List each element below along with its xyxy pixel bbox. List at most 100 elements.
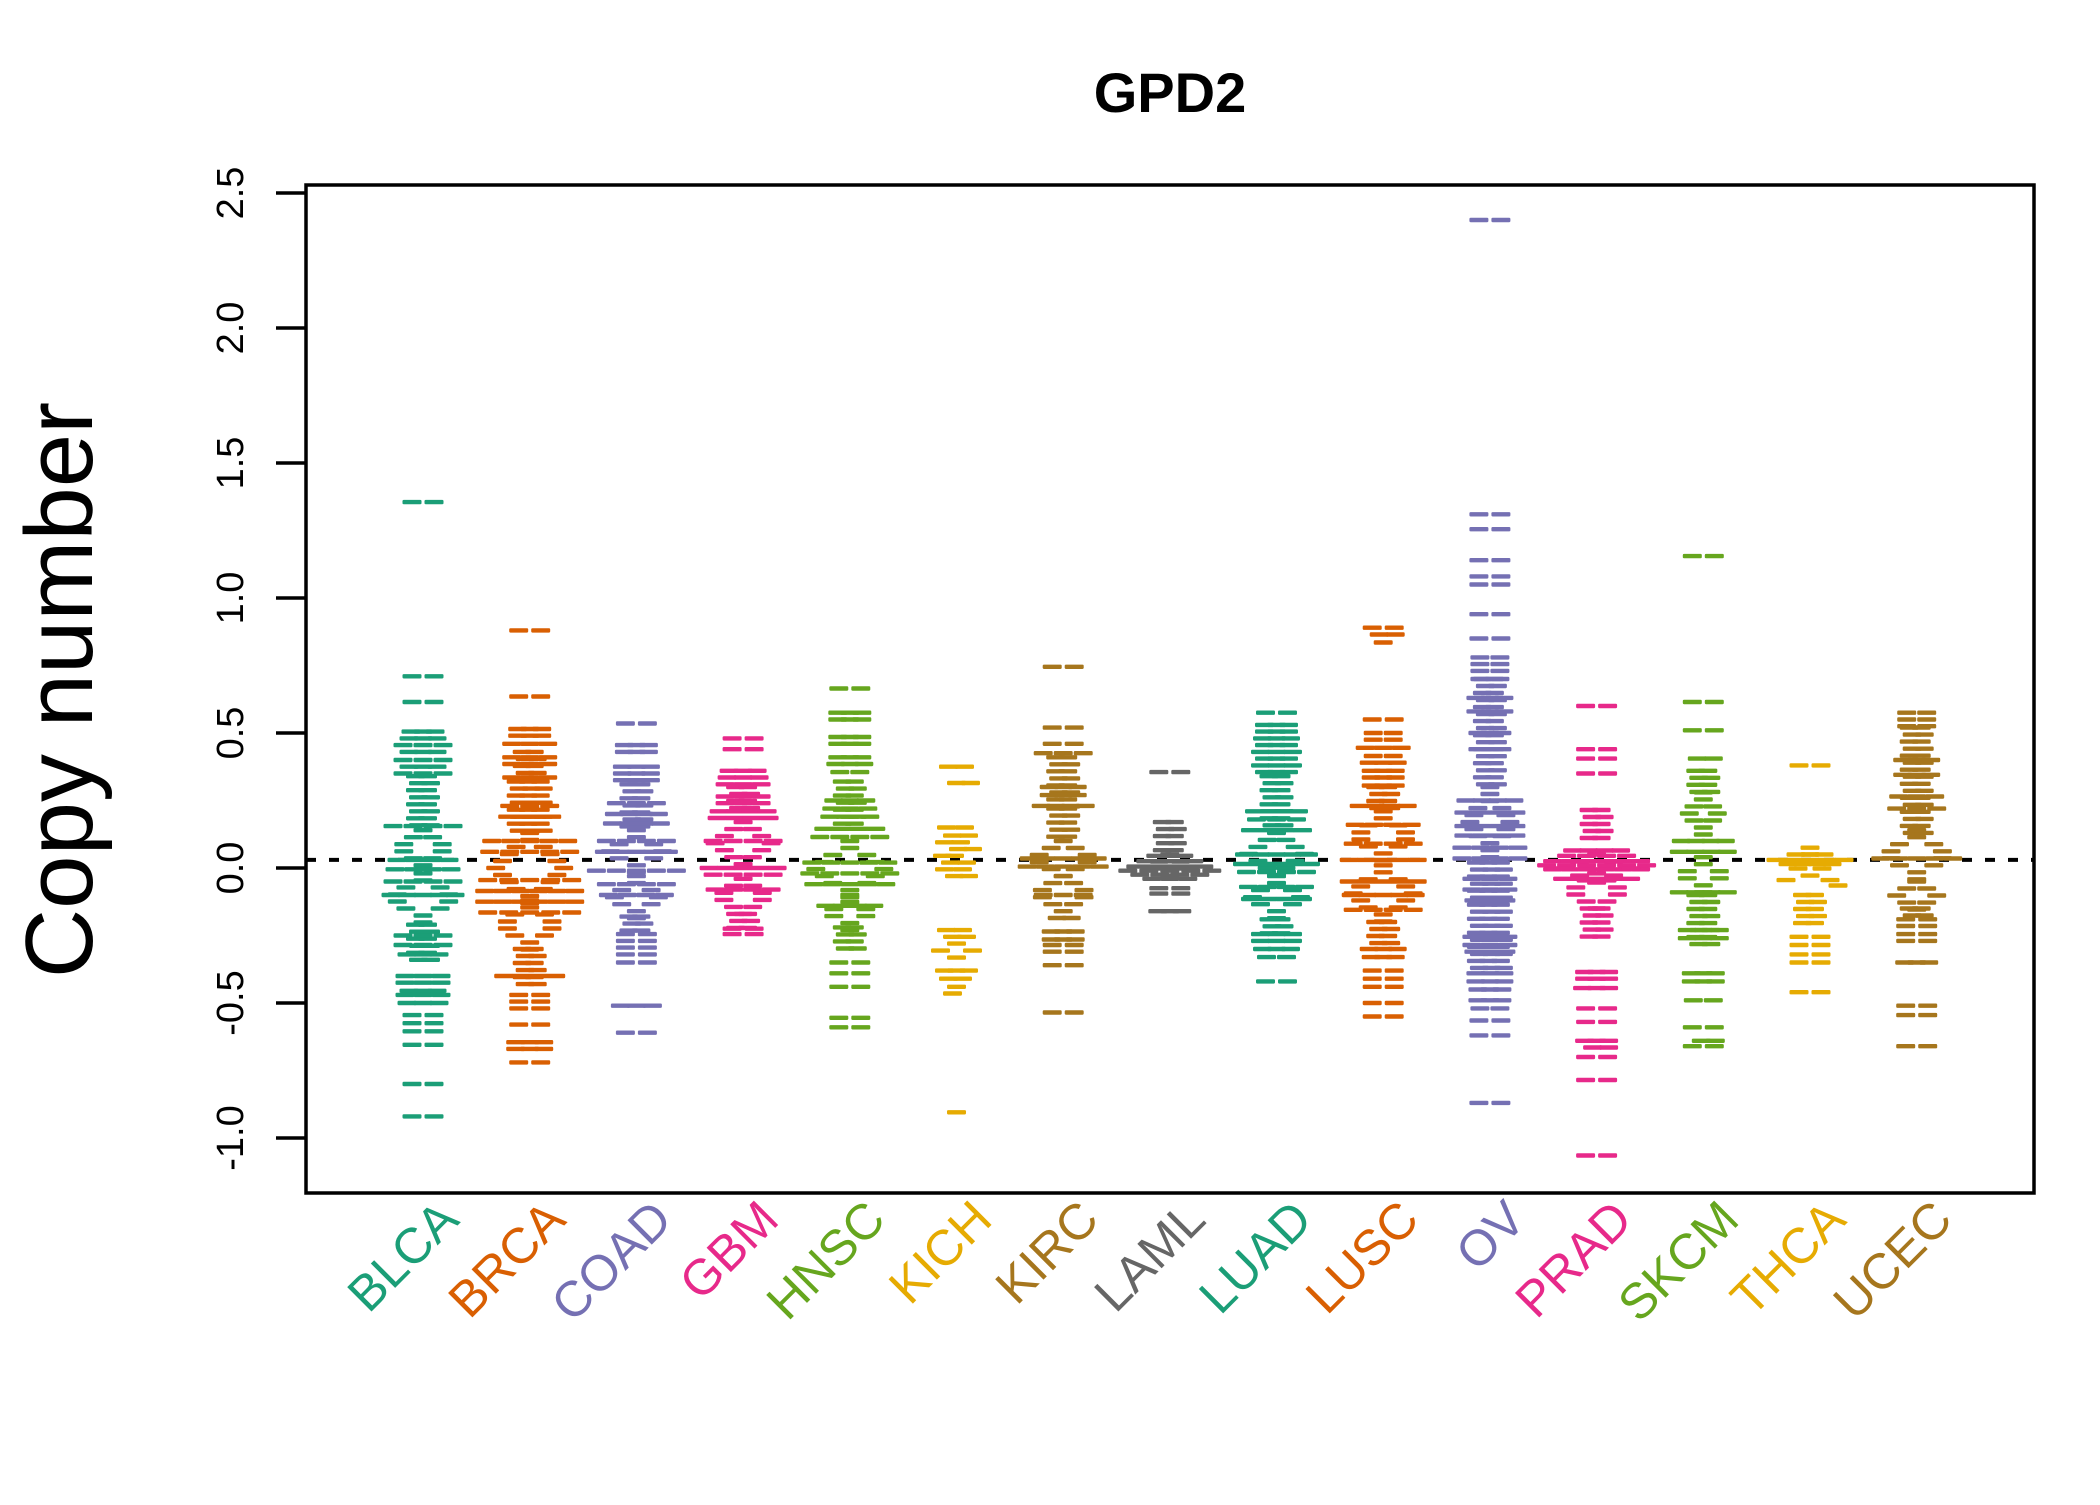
data-point-dash xyxy=(1698,892,1718,898)
data-point-dash xyxy=(1284,861,1303,867)
data-point-dash xyxy=(1454,833,1474,838)
data-point-dash xyxy=(860,814,880,819)
data-point-dash xyxy=(1267,817,1286,822)
data-point-dash xyxy=(1693,883,1713,888)
data-point-dash xyxy=(1789,942,1809,948)
data-point-dash xyxy=(1907,879,1927,884)
data-point-dash xyxy=(804,882,824,887)
data-point-dash xyxy=(1890,863,1909,868)
data-point-dash xyxy=(1917,886,1937,891)
data-point-dash xyxy=(743,838,763,844)
data-point-dash xyxy=(1800,873,1820,878)
data-point-dash xyxy=(520,830,540,836)
data-point-dash xyxy=(1257,837,1277,843)
y-tick-label--0.5: -0.5 xyxy=(210,970,252,1035)
data-point-dash xyxy=(822,882,842,887)
data-point-dash xyxy=(418,774,437,779)
data-point-dash xyxy=(1494,979,1514,984)
data-point-dash xyxy=(1705,971,1725,976)
data-point-dash xyxy=(1717,849,1737,854)
data-point-dash xyxy=(880,871,900,876)
data-point-dash xyxy=(743,904,763,910)
data-point-dash xyxy=(1469,527,1489,532)
data-point-dash xyxy=(1496,898,1516,903)
data-point-dash xyxy=(870,834,890,840)
data-point-dash xyxy=(1703,756,1723,761)
data-point-dash xyxy=(413,933,433,938)
data-point-dash xyxy=(1491,1033,1511,1038)
data-point-dash xyxy=(1233,861,1252,867)
data-point-dash xyxy=(1378,798,1398,804)
data-point-dash xyxy=(1508,845,1528,850)
data-point-dash xyxy=(1491,1100,1511,1106)
data-point-dash xyxy=(1907,870,1927,875)
series-LAML xyxy=(1118,769,1222,914)
data-point-dash xyxy=(1029,859,1049,865)
data-point-dash xyxy=(1490,902,1510,907)
data-point-dash xyxy=(750,865,770,871)
data-point-dash xyxy=(717,775,737,780)
data-point-dash xyxy=(1469,636,1489,641)
data-point-dash xyxy=(1164,819,1184,825)
data-point-dash xyxy=(634,921,654,926)
data-point-dash xyxy=(1470,1006,1490,1011)
data-point-dash xyxy=(1469,558,1489,563)
data-point-dash xyxy=(502,755,522,760)
data-point-dash xyxy=(1149,769,1169,775)
data-point-dash xyxy=(1178,876,1198,881)
data-point-dash xyxy=(707,815,727,821)
data-point-dash xyxy=(1805,906,1824,912)
data-point-dash xyxy=(512,814,532,819)
data-point-dash xyxy=(1918,923,1938,929)
data-point-dash xyxy=(1251,852,1270,857)
data-point-dash xyxy=(1378,933,1398,939)
data-point-dash xyxy=(520,761,540,767)
data-point-dash xyxy=(852,755,872,760)
data-point-dash xyxy=(418,788,437,793)
data-point-dash xyxy=(531,999,551,1004)
data-point-dash xyxy=(1274,809,1294,814)
data-point-dash xyxy=(1470,655,1490,660)
data-point-dash xyxy=(1490,668,1510,674)
data-point-dash xyxy=(615,960,635,965)
data-point-dash xyxy=(1591,821,1611,827)
data-point-dash xyxy=(1074,887,1094,893)
data-point-dash xyxy=(1484,775,1504,780)
data-point-dash xyxy=(1925,856,1945,861)
data-point-dash xyxy=(1881,849,1901,854)
data-point-dash xyxy=(1358,844,1378,849)
data-point-dash xyxy=(1171,866,1190,871)
data-point-dash xyxy=(1491,512,1511,517)
data-point-dash xyxy=(1396,837,1415,842)
data-point-dash xyxy=(1077,852,1097,858)
data-point-dash xyxy=(1621,866,1641,871)
data-point-dash xyxy=(935,867,954,872)
data-point-dash xyxy=(402,1114,422,1119)
data-point-dash xyxy=(494,973,514,979)
data-point-dash xyxy=(1537,863,1557,868)
data-point-dash xyxy=(638,742,658,748)
data-point-dash xyxy=(844,821,864,826)
data-point-dash xyxy=(626,909,646,914)
data-point-dash xyxy=(524,749,544,755)
data-point-dash xyxy=(1766,857,1786,863)
data-point-dash xyxy=(1283,938,1302,944)
data-point-dash xyxy=(1496,949,1516,954)
data-point-dash xyxy=(1383,753,1403,759)
data-point-dash xyxy=(1149,886,1169,891)
data-point-dash xyxy=(520,803,540,809)
data-point-dash xyxy=(542,814,562,819)
data-point-dash xyxy=(413,757,433,763)
data-point-dash xyxy=(1362,1000,1382,1006)
data-point-dash xyxy=(1927,806,1947,811)
data-point-dash xyxy=(733,794,753,799)
data-point-dash xyxy=(1492,805,1512,811)
data-point-dash xyxy=(939,764,958,769)
data-point-dash xyxy=(418,816,437,821)
data-point-dash xyxy=(1576,1077,1596,1083)
data-point-dash xyxy=(1301,861,1320,867)
data-point-dash xyxy=(1299,852,1318,857)
data-point-dash xyxy=(1918,938,1938,944)
data-point-dash xyxy=(866,826,886,831)
data-point-dash xyxy=(840,806,860,811)
